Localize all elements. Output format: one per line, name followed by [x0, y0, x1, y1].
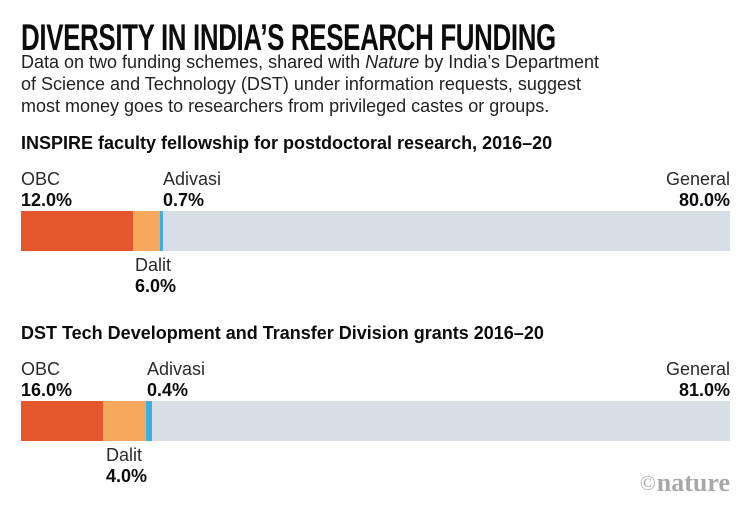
stacked-bar [21, 211, 730, 251]
category-name: General [665, 169, 730, 189]
chart-title: DST Tech Development and Transfer Divisi… [21, 323, 544, 343]
subtitle-line-1: Data on two funding schemes, shared with… [21, 51, 599, 73]
nature-watermark: ©nature [640, 470, 730, 497]
category-value: 12.0% [21, 190, 73, 210]
bar-segment-dalit [132, 211, 160, 251]
chart-dst: DST Tech Development and Transfer Divisi… [21, 323, 730, 493]
category-value: 0.4% [147, 380, 189, 400]
bar-segment-obc [21, 401, 104, 441]
category-value: 80.0% [678, 190, 730, 210]
bar-label-general: General 80.0% [666, 169, 730, 211]
category-name: Adivasi [147, 359, 206, 379]
bar-label-adivasi: Adivasi 0.7% [163, 169, 221, 211]
bar-segment-adivasi [145, 401, 152, 441]
bar-label-dalit: Dalit 6.0% [135, 255, 176, 297]
bar-segment-adivasi [159, 211, 164, 251]
category-name: OBC [21, 359, 61, 379]
bar-labels-top: OBC 12.0% Adivasi 0.7% General 80.0% [21, 169, 730, 211]
category-name: OBC [21, 169, 61, 189]
category-value: 0.7% [163, 190, 205, 210]
bar-segment-obc [21, 211, 133, 251]
copyright-icon: © [639, 471, 656, 495]
bar-segment-general [163, 211, 730, 251]
bar-segment-general [151, 401, 730, 441]
bar-labels-top: OBC 16.0% Adivasi 0.4% General 81.0% [21, 359, 730, 401]
category-value: 81.0% [678, 380, 730, 400]
subtitle: Data on two funding schemes, shared with… [21, 51, 599, 117]
subtitle-line-3: most money goes to researchers from priv… [21, 96, 550, 116]
category-value: 6.0% [135, 276, 177, 296]
category-name: General [665, 359, 730, 379]
nature-journal-name: Nature [365, 52, 420, 72]
category-value: 4.0% [106, 466, 148, 486]
bar-label-obc: OBC 12.0% [21, 169, 72, 211]
category-value: 16.0% [21, 380, 73, 400]
bar-label-dalit: Dalit 4.0% [106, 445, 147, 487]
nature-logo: nature [656, 468, 730, 497]
chart-title: INSPIRE faculty fellowship for postdocto… [21, 133, 553, 153]
category-name: Dalit [106, 445, 143, 465]
bar-label-general: General 81.0% [666, 359, 730, 401]
page-title: DIVERSITY IN INDIA’S RESEARCH FUNDING [21, 17, 556, 58]
chart-inspire: INSPIRE faculty fellowship for postdocto… [21, 133, 730, 303]
category-name: Dalit [135, 255, 172, 275]
subtitle-text: by India’s Department [419, 52, 599, 72]
bar-segment-dalit [103, 401, 146, 441]
stacked-bar [21, 401, 730, 441]
subtitle-line-2: of Science and Technology (DST) under in… [21, 74, 581, 94]
bar-label-adivasi: Adivasi 0.4% [147, 359, 205, 401]
bar-label-obc: OBC 16.0% [21, 359, 72, 401]
subtitle-text: Data on two funding schemes, shared with [21, 52, 366, 72]
category-name: Adivasi [163, 169, 222, 189]
